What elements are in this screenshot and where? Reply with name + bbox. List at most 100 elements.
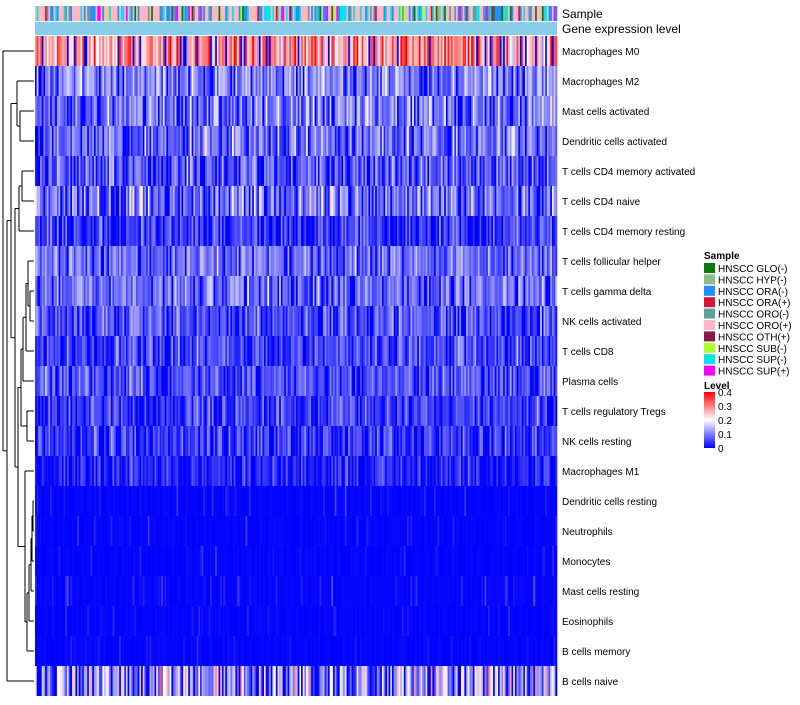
heatmap-cell [188, 246, 191, 276]
heatmap-cell [432, 36, 435, 66]
heatmap-cell [203, 186, 206, 216]
heatmap-cell [493, 186, 495, 216]
heatmap-cell [536, 366, 539, 396]
heatmap-cell [223, 186, 226, 216]
heatmap-cell [105, 396, 108, 426]
heatmap-cell [474, 336, 477, 366]
sample-bar-cell [530, 6, 533, 21]
heatmap-cell [407, 156, 410, 186]
heatmap-cell [444, 126, 447, 156]
heatmap-cell [102, 366, 105, 396]
heatmap-cell [516, 396, 519, 426]
heatmap-cell [284, 216, 287, 246]
heatmap-cell [50, 486, 53, 516]
heatmap-cell [454, 66, 457, 96]
heatmap-cell [178, 126, 181, 156]
heatmap-cell [274, 186, 277, 216]
heatmap-cell [117, 36, 120, 66]
heatmap-cell [493, 36, 495, 66]
heatmap-cell [144, 36, 147, 66]
heatmap-cell [511, 396, 514, 426]
heatmap-row [35, 246, 558, 276]
heatmap-cell [51, 126, 54, 156]
heatmap-cell [513, 456, 516, 486]
heatmap-cell [380, 246, 383, 276]
heatmap-cell [178, 186, 181, 216]
heatmap-cell [322, 126, 325, 156]
heatmap-cell [518, 66, 521, 96]
heatmap-cell [471, 126, 474, 156]
sample-bar-cell [115, 6, 118, 21]
heatmap-cell [61, 36, 64, 66]
heatmap-cell [541, 126, 544, 156]
heatmap-cell [386, 336, 389, 366]
heatmap-cell [503, 366, 506, 396]
heatmap-cell [115, 156, 118, 186]
heatmap-cell [496, 126, 499, 156]
heatmap-cell [40, 336, 43, 366]
heatmap-cell [501, 156, 504, 186]
sample-bar-cell [296, 6, 298, 21]
heatmap-cell [125, 426, 128, 456]
heatmap-cell [41, 96, 44, 126]
heatmap-cell [63, 396, 66, 426]
heatmap-cell [341, 156, 344, 186]
heatmap-cell [181, 126, 184, 156]
heatmap-cell [400, 396, 403, 426]
heatmap-cell [327, 396, 330, 426]
heatmap-cell [102, 36, 105, 66]
heatmap-cell [53, 156, 56, 186]
heatmap-cell [459, 336, 462, 366]
heatmap-cell [349, 36, 352, 66]
heatmap-cell [280, 426, 283, 456]
heatmap-cell [329, 126, 332, 156]
heatmap-cell [461, 366, 463, 396]
heatmap-cell [418, 276, 421, 306]
heatmap-cell [464, 96, 467, 126]
heatmap-cell [459, 186, 462, 216]
heatmap-cell [183, 126, 186, 156]
heatmap-cell [351, 366, 354, 396]
heatmap-cell [312, 66, 315, 96]
heatmap-cell [100, 156, 103, 186]
heatmap-cell [220, 156, 223, 186]
heatmap-cell [166, 336, 169, 366]
sample-bar-cell [205, 6, 208, 21]
heatmap-cell [317, 126, 320, 156]
heatmap-cell [454, 246, 457, 276]
heatmap-cell [445, 66, 448, 96]
heatmap-cell [114, 216, 117, 246]
heatmap-cell [353, 366, 356, 396]
heatmap-cell [450, 156, 453, 186]
heatmap-cell [129, 396, 132, 426]
heatmap-cell [228, 456, 231, 486]
heatmap-cell [455, 36, 458, 66]
heatmap-cell [400, 366, 403, 396]
heatmap-cell [168, 156, 171, 186]
heatmap-cell [551, 156, 554, 186]
heatmap-cell [136, 216, 139, 246]
heatmap-cell [381, 156, 384, 186]
heatmap-cell [264, 126, 266, 156]
heatmap-cell [302, 426, 305, 456]
heatmap-cell [235, 336, 238, 366]
heatmap-cell [351, 336, 354, 366]
heatmap-cell [119, 396, 122, 426]
heatmap-cell [444, 66, 447, 96]
heatmap-cell [459, 306, 462, 336]
heatmap-cell [43, 126, 46, 156]
heatmap-cell [149, 276, 152, 306]
heatmap-cell [407, 366, 410, 396]
heatmap-cell [343, 426, 346, 456]
heatmap-cell [331, 306, 334, 336]
heatmap-cell [230, 66, 233, 96]
heatmap-cell [506, 246, 509, 276]
heatmap-cell [327, 216, 330, 246]
heatmap-cell [238, 306, 241, 336]
heatmap-cell [285, 126, 288, 156]
sample-bar-cell [41, 6, 44, 21]
heatmap-cell [257, 306, 260, 336]
heatmap-cell [371, 156, 374, 186]
heatmap-cell [385, 396, 388, 426]
heatmap-cell [242, 246, 245, 276]
